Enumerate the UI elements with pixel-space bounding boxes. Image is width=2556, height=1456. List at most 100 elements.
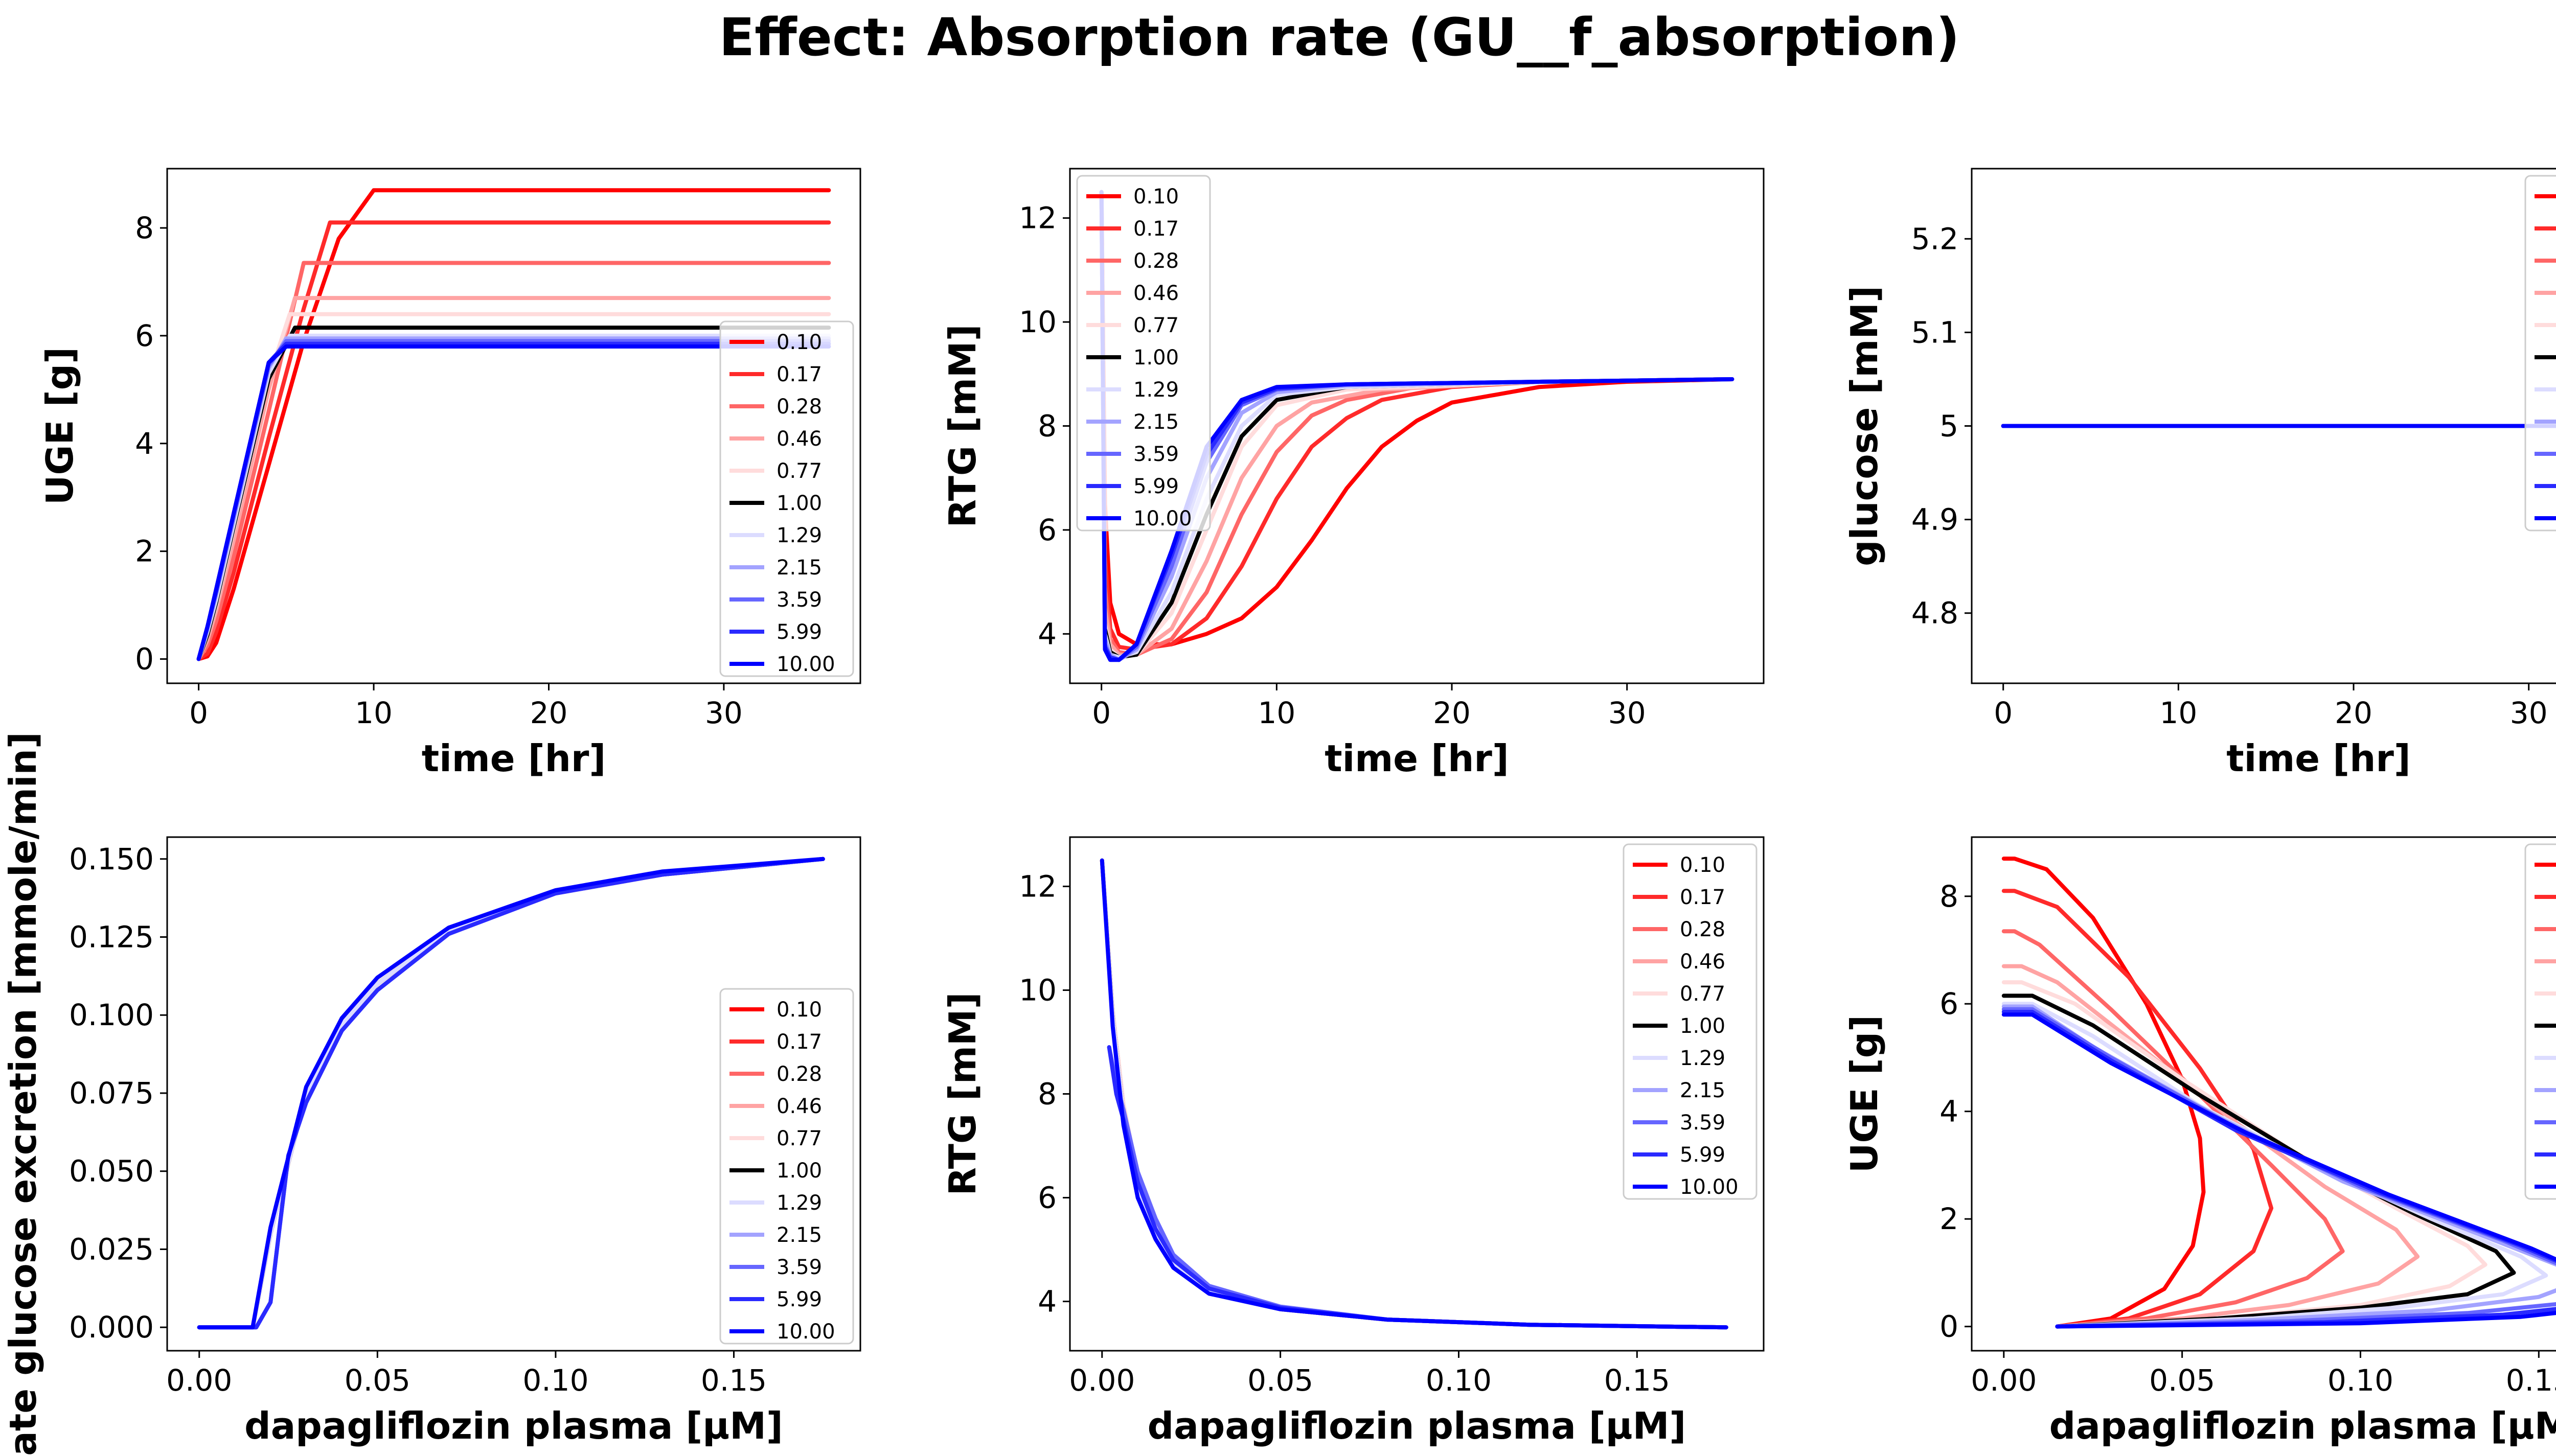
x-axis-label: time [hr] [1325, 737, 1509, 780]
y-tick-label: 6 [1939, 986, 1958, 1021]
subplot-3: 0 10 20 30 4.8 4.9 5 5.1 5.2 time [hr] glucose [mM… [1843, 168, 2556, 780]
x-axis-label: dapagliflozin plasma [μM] [2049, 1404, 2556, 1447]
legend: 0.100.170.280.460.771.001.292.153.595.99… [2524, 175, 2556, 531]
legend-label: 1.29 [1133, 378, 1179, 402]
legend-label: 2.15 [1680, 1079, 1725, 1102]
y-tick-label: 4.9 [1911, 502, 1958, 537]
series-group [197, 857, 825, 1330]
x-tick-label: 20 [1433, 696, 1471, 730]
x-axis-label: time [hr] [2226, 737, 2411, 780]
series-line-0.28 [2001, 929, 2345, 1329]
legend-label: 0.28 [777, 395, 822, 419]
legend-label: 10.00 [1133, 507, 1192, 530]
series-line-0.17 [196, 220, 831, 661]
legend-label: 0.46 [1680, 950, 1725, 974]
x-tick-label: 10 [1258, 696, 1295, 730]
y-tick-label: 0.100 [69, 998, 154, 1032]
legend-label: 3.59 [777, 588, 822, 612]
axes-frame [166, 836, 861, 1352]
legend-label: 0.28 [1133, 249, 1179, 273]
legend-label: 0.46 [1133, 282, 1179, 305]
y-tick-label: 4 [135, 426, 154, 461]
y-tick-label: 0.150 [69, 842, 154, 876]
x-tick-label: 0.00 [166, 1363, 232, 1398]
y-tick-label: 0.050 [69, 1154, 154, 1189]
legend-label: 3.59 [777, 1256, 822, 1279]
legend-label: 2.15 [1133, 410, 1179, 434]
subplot-5: 0.00 0.05 0.10 0.15 4 6 8 10 12 dapagliflozin pla… [941, 836, 1765, 1447]
legend-label: 0.10 [777, 331, 822, 354]
y-tick-label: 8 [1038, 1077, 1057, 1112]
legend-label: 0.10 [777, 998, 822, 1022]
legend-label: 10.00 [1680, 1175, 1739, 1199]
legend-label: 1.00 [777, 1159, 822, 1183]
y-axis-label: ate glucose excretion [mmole/min] [2, 732, 44, 1456]
legend-label: 0.46 [777, 427, 822, 451]
legend-box [2524, 843, 2556, 1200]
series-line-1.29 [2001, 1002, 2548, 1329]
axes-frame [1971, 836, 2556, 1352]
y-tick-label: 6 [135, 318, 154, 353]
legend: 0.100.170.280.460.771.001.292.153.595.99… [1623, 843, 1758, 1200]
legend-label: 1.00 [1133, 346, 1179, 369]
y-axis-label: glucose [mM] [1843, 286, 1886, 566]
x-tick-label: 0 [189, 696, 208, 730]
x-tick-label: 0.15 [2506, 1363, 2556, 1398]
x-tick-label: 0.15 [1604, 1363, 1670, 1398]
legend-label: 3.59 [1133, 443, 1179, 466]
y-axis-label: RTG [mM] [941, 992, 984, 1196]
x-tick-label: 30 [705, 696, 743, 730]
legend-label: 3.59 [1680, 1111, 1725, 1135]
legend-label: 1.29 [777, 1191, 822, 1215]
y-tick-label: 2 [1939, 1201, 1958, 1236]
y-tick-label: 5.2 [1911, 221, 1958, 256]
x-tick-label: 0.00 [1069, 1363, 1135, 1398]
y-tick-label: 6 [1038, 513, 1057, 547]
legend-label: 0.17 [1133, 217, 1179, 241]
legend-label: 1.00 [777, 492, 822, 515]
y-axis-label: RTG [mM] [941, 325, 984, 528]
series-line-5.99 [197, 857, 825, 1330]
x-tick-label: 0.05 [345, 1363, 410, 1398]
y-tick-label: 8 [1038, 409, 1057, 444]
x-tick-label: 10 [355, 696, 393, 730]
legend: 0.100.170.280.460.771.001.292.153.595.99… [719, 320, 854, 677]
x-tick-label: 10 [2159, 696, 2197, 730]
series-line-2.15 [2001, 1004, 2556, 1329]
x-tick-label: 20 [530, 696, 568, 730]
series-group [1100, 858, 1728, 1330]
x-axis-label: dapagliflozin plasma [μM] [1148, 1404, 1686, 1447]
series-line-10.00 [196, 344, 831, 661]
legend-box [719, 320, 854, 677]
legend-label: 0.17 [777, 1030, 822, 1054]
y-tick-label: 6 [1038, 1181, 1057, 1215]
legend-label: 2.15 [777, 556, 822, 580]
series-line-0.10 [2001, 857, 2206, 1329]
legend-label: 0.17 [777, 363, 822, 386]
legend-label: 10.00 [777, 653, 835, 676]
series-line-10.00 [197, 857, 825, 1330]
x-axis-label: time [hr] [422, 737, 606, 780]
x-tick-label: 0.10 [522, 1363, 588, 1398]
series-group [2001, 857, 2556, 1329]
y-tick-label: 4.8 [1911, 596, 1958, 631]
y-tick-label: 12 [1019, 869, 1057, 904]
axes-frame [166, 168, 861, 684]
series-line-0.28 [196, 261, 831, 661]
legend-label: 5.99 [777, 620, 822, 644]
legend-label: 0.17 [1680, 886, 1725, 909]
legend-label: 2.15 [777, 1223, 822, 1247]
legend-box [1076, 175, 1211, 531]
series-line-5.99 [2001, 1010, 2556, 1329]
legend-label: 0.10 [1680, 853, 1725, 877]
legend-label: 1.00 [1680, 1014, 1725, 1038]
figure-title: Effect: Absorption rate (GU__f_absorptio… [719, 7, 1960, 68]
x-tick-label: 0.10 [1426, 1363, 1492, 1398]
legend: 0.100.170.280.460.771.001.292.153.595.99… [719, 988, 854, 1345]
x-tick-label: 30 [1608, 696, 1646, 730]
series-line-1.00 [2001, 993, 2516, 1329]
legend-label: 0.77 [777, 459, 822, 483]
series-line-0.10 [1099, 190, 1735, 646]
legend-box [719, 988, 854, 1345]
